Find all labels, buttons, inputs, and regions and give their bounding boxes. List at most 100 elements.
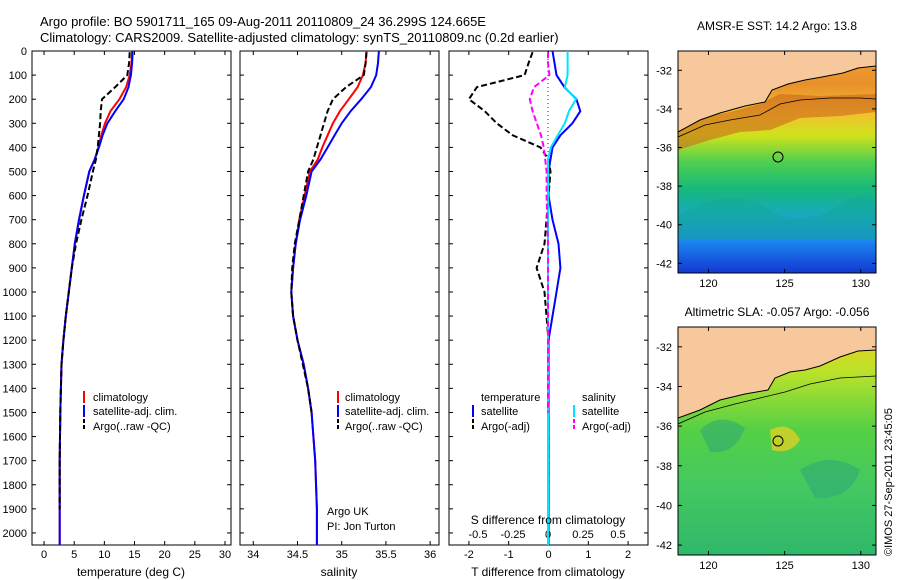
x-tick-label: 2 — [625, 549, 631, 561]
depth-tick-label: 1200 — [3, 335, 27, 347]
depth-tick-label: 500 — [9, 166, 27, 178]
difference-panel: -2 -1 0 1 2-0.5 -0.25 0 0.25 0.5 S difference fr… — [448, 50, 649, 579]
sal-diff-argo-line — [528, 52, 551, 413]
sst-land — [678, 51, 876, 132]
x-tick-label: 0 — [545, 549, 551, 561]
sla-blob-a — [700, 419, 745, 453]
s-diff-tick-label: 0.25 — [572, 529, 593, 541]
argo-temperature-line — [58, 52, 131, 509]
depth-tick-label: 600 — [9, 191, 27, 203]
difference-top-label: S difference from climatology — [471, 513, 626, 527]
x-tick-label: 0 — [41, 549, 47, 561]
depth-tick-label: 400 — [9, 142, 27, 154]
lat-tick-label: -32 — [656, 65, 672, 77]
depth-tick-label: 1900 — [3, 504, 27, 516]
s-diff-tick-label: 0.5 — [610, 529, 625, 541]
lon-tick-label: 130 — [852, 278, 870, 290]
sst-coastal-warm-band — [678, 94, 876, 150]
depth-tick-label: 700 — [9, 215, 27, 227]
temperature-axes-frame — [31, 50, 232, 546]
pi-note: PI: Jon Turton — [327, 521, 395, 533]
argo-float-marker — [772, 151, 784, 163]
x-tick-label: 25 — [189, 549, 201, 561]
lat-tick-label: -38 — [656, 461, 672, 473]
lat-tick-label: -36 — [656, 421, 672, 433]
argo-salinity-line — [290, 52, 368, 413]
temperature-profiles — [58, 50, 134, 545]
lat-tick-label: -32 — [656, 342, 672, 354]
x-tick-label: 35.5 — [375, 549, 396, 561]
timestamp: ©IMOS 27-Sep-2011 23:45:05 — [883, 408, 895, 556]
sst-map-frame — [677, 50, 877, 274]
lat-tick-label: -36 — [656, 143, 672, 155]
sst-map-panel: AMSR-E SST: 14.2 Argo: 13.8 -32 -34 -36 -38… — [656, 19, 877, 290]
legend-label-temp-argo: Argo(-adj) — [481, 421, 530, 433]
x-tick-label: 1 — [585, 549, 591, 561]
temp-diff-argo-line — [467, 51, 552, 509]
legend-label-sal-argo: Argo(-adj) — [582, 421, 631, 433]
x-tick-label: 10 — [98, 549, 110, 561]
lat-tick-label: -40 — [656, 500, 672, 512]
sla-map-ticks: -32 -34 -36 -38 -40 -42 120 125 130 — [656, 327, 876, 572]
header-line-2: Climatology: CARS2009. Satellite-adjuste… — [40, 30, 559, 45]
sla-land — [678, 327, 876, 418]
depth-tick-label: 0 — [21, 46, 27, 58]
salinity-axes-frame — [239, 50, 440, 546]
depth-tick-label: 300 — [9, 118, 27, 130]
lat-tick-label: -40 — [656, 220, 672, 232]
satellite-salinity-line — [290, 50, 380, 545]
legend-label-sal-satellite: satellite — [582, 406, 619, 418]
x-tick-label: 20 — [159, 549, 171, 561]
x-tick-label: 35 — [336, 549, 348, 561]
lon-tick-label: 125 — [775, 560, 793, 572]
difference-profiles — [467, 50, 582, 545]
lat-tick-label: -42 — [656, 540, 672, 552]
depth-tick-label: 1600 — [3, 432, 27, 444]
sla-map-title: Altimetric SLA: -0.057 Argo: -0.056 — [685, 305, 870, 319]
depth-tick-label: 2000 — [3, 528, 27, 540]
difference-x-ticks: -2 -1 0 1 2-0.5 -0.25 0 0.25 0.5 — [464, 51, 631, 561]
x-tick-label: 36 — [424, 549, 436, 561]
climatology-temperature-line — [58, 50, 134, 545]
sst-shelf-contour — [678, 97, 876, 138]
x-tick-label: 34 — [247, 549, 259, 561]
s-diff-tick-label: -0.5 — [469, 529, 488, 541]
temperature-depth-ticks: 0 100 200 300 400 500 600 700 800 900 1000 1100 1200… — [3, 46, 648, 540]
lon-tick-label: 130 — [852, 560, 870, 572]
lon-tick-label: 125 — [775, 278, 793, 290]
x-tick-label: 30 — [219, 549, 231, 561]
depth-tick-label: 1800 — [3, 480, 27, 492]
sla-map-panel: Altimetric SLA: -0.057 Argo: -0.056 -32 -… — [656, 305, 877, 572]
legend-head-temperature: temperature — [481, 392, 540, 404]
depth-tick-label: 1100 — [3, 311, 27, 323]
salinity-profiles — [290, 50, 380, 545]
legend-label-argo: Argo(..raw -QC) — [93, 421, 171, 433]
x-tick-label: 5 — [71, 549, 77, 561]
sst-map-title: AMSR-E SST: 14.2 Argo: 13.8 — [697, 19, 857, 33]
x-tick-label: 34.5 — [287, 549, 308, 561]
lat-tick-label: -42 — [656, 258, 672, 270]
sla-blob-c — [770, 426, 800, 452]
depth-tick-label: 800 — [9, 239, 27, 251]
difference-legend: temperature salinity satellite Argo(-adj… — [472, 392, 631, 433]
depth-tick-label: 1000 — [3, 287, 27, 299]
lon-tick-label: 120 — [699, 278, 717, 290]
depth-tick-label: 1400 — [3, 383, 27, 395]
sst-cool-patches — [678, 194, 876, 240]
argo-float-marker — [772, 435, 784, 447]
lon-tick-label: 120 — [699, 560, 717, 572]
legend-head-salinity: salinity — [582, 392, 616, 404]
temperature-x-ticks: 0 5 10 15 20 25 30 — [41, 51, 231, 561]
depth-tick-label: 1700 — [3, 456, 27, 468]
temperature-xlabel: temperature (deg C) — [77, 565, 185, 579]
depth-tick-label: 1300 — [3, 359, 27, 371]
argo-program-note: Argo UK — [327, 506, 369, 518]
legend-label-climatology: climatology — [93, 392, 149, 404]
s-diff-tick-label: -0.25 — [500, 529, 525, 541]
difference-xlabel: T difference from climatology — [471, 565, 625, 579]
salinity-x-ticks: 34 34.5 35 35.5 36 — [247, 51, 436, 561]
lat-tick-label: -34 — [656, 104, 672, 116]
salinity-panel: 34 34.5 35 35.5 36 salinity climatology sate… — [239, 50, 440, 579]
depth-tick-label: 200 — [9, 94, 27, 106]
